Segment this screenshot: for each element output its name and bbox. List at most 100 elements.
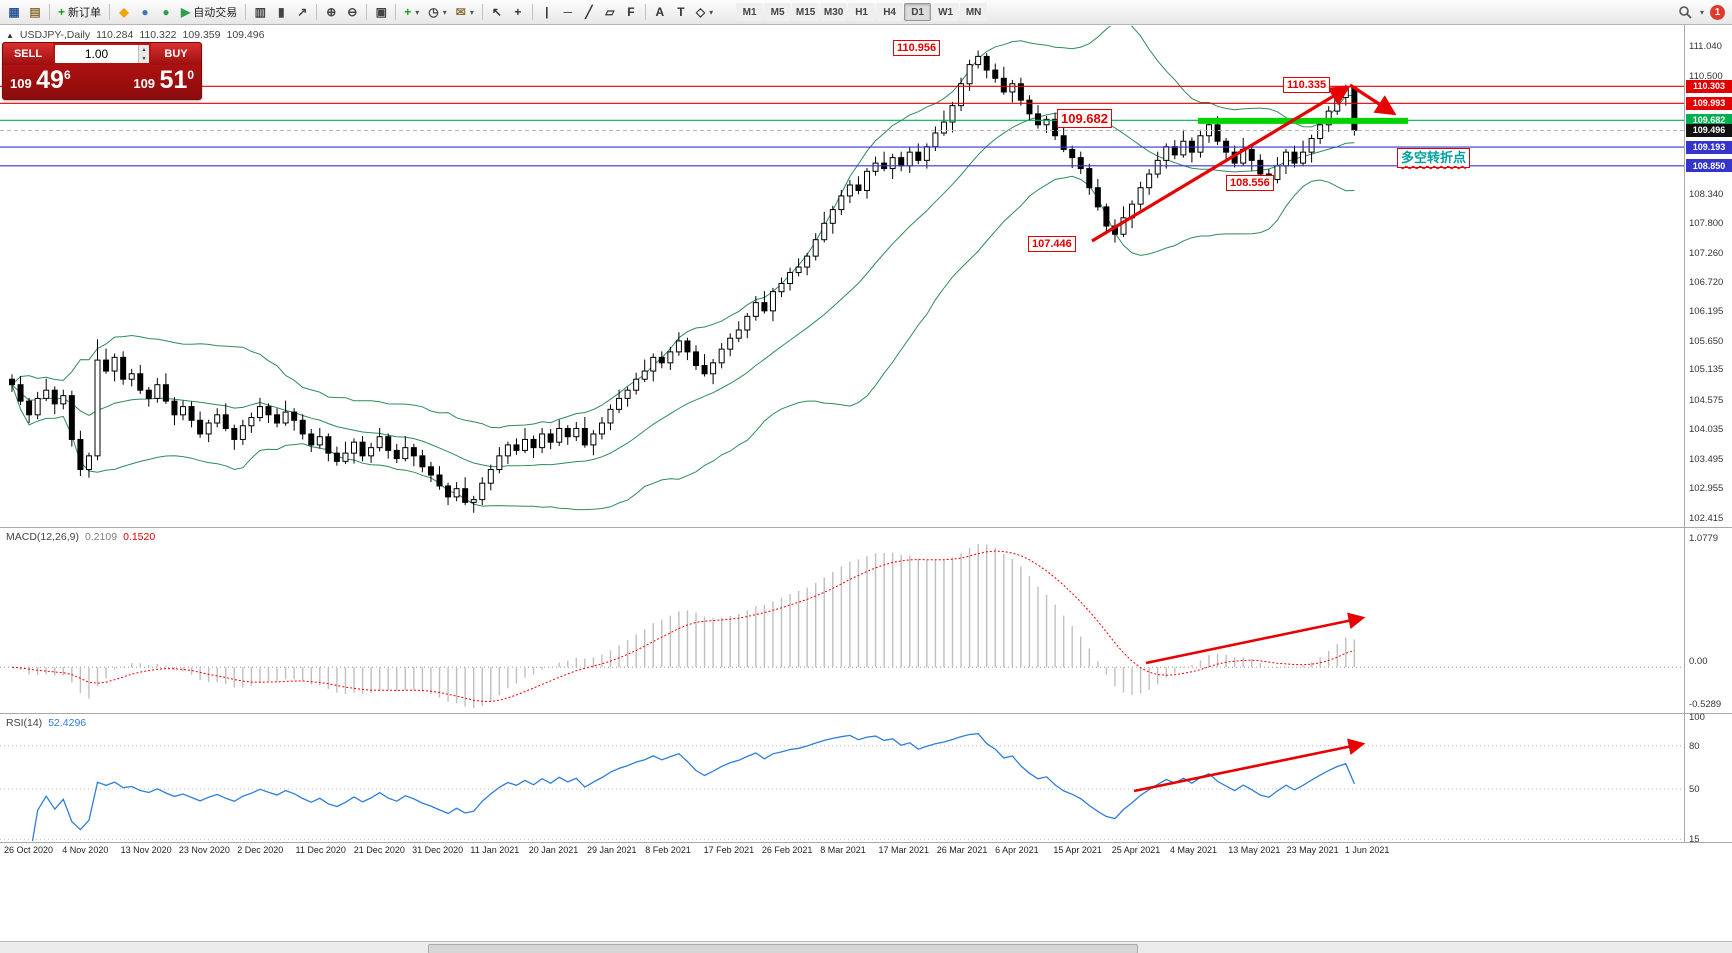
bar-chart-icon[interactable]: ▥ [250,2,270,22]
chat-icon[interactable]: ● [135,2,155,22]
new-chart-icon[interactable]: ▦ [4,2,24,22]
zoom-in-icon[interactable]: ⊕ [321,2,341,22]
panel-separator-rsi[interactable] [0,713,1732,714]
zoom-in-icon: ⊕ [326,5,337,19]
panel-separator-macd[interactable] [0,527,1732,528]
timeframe-group: M1 M5 M15 M30 H1 H4 D1 W1 MN [736,3,988,21]
time-axis-label: 25 Apr 2021 [1111,845,1161,855]
mql5-icon: ◆ [119,5,129,19]
time-axis-label: 11 Dec 2020 [295,845,346,855]
buy-button[interactable]: BUY [151,43,201,65]
ohlc-high: 110.322 [139,29,177,41]
volume-input[interactable] [55,45,138,63]
annotation-zone-label[interactable]: 多空转折点 [1397,148,1471,168]
timeframe-m1[interactable]: M1 [736,3,764,21]
periods-icon: ◷ [428,5,439,19]
fibonacci-icon[interactable]: F [621,2,641,22]
time-axis-label: 26 Oct 2020 [4,845,54,855]
tile-windows-icon[interactable]: ▣ [371,2,391,22]
time-axis-label: 29 Jan 2021 [587,845,637,855]
expander-icon[interactable]: ▲ [6,31,14,40]
time-axis-separator [0,842,1732,843]
annotation-price-box[interactable]: 110.956 [893,40,941,56]
text-icon[interactable]: A [650,2,670,22]
time-axis-label: 4 May 2021 [1170,845,1218,855]
timeframe-d1[interactable]: D1 [904,3,932,21]
time-axis-label: 26 Feb 2021 [761,845,813,855]
chevron-down-icon: ▾ [442,7,447,17]
time-axis-label: 8 Mar 2021 [820,845,866,855]
price-axis-label: 111.040 [1689,41,1722,52]
timeframe-h4[interactable]: H4 [876,3,904,21]
channel-icon[interactable]: ▱ [600,2,620,22]
h-scrollbar-thumb[interactable] [428,944,1138,953]
chevron-down-icon[interactable]: ▾ [1699,7,1704,17]
toolbar-separator [49,4,50,20]
indicators-icon[interactable]: + ▾ [400,2,423,22]
toolbar-separator [531,4,533,20]
annotation-price-box[interactable]: 110.335 [1283,77,1331,93]
timeframe-h1[interactable]: H1 [848,3,876,21]
symbol-period-label: USDJPY-,Daily [19,29,91,41]
time-axis-label: 26 Mar 2021 [936,845,988,855]
annotation-price-box[interactable]: 108.556 [1226,175,1274,191]
shapes-icon[interactable]: ◇ ▾ [692,2,717,22]
price-axis-separator [1684,24,1685,842]
candlestick-icon[interactable]: ▮ [271,2,291,22]
mql5-icon[interactable]: ◆ [114,2,134,22]
macd-header: MACD(12,26,9) 0.2109 0.1520 [6,531,161,543]
ask-price[interactable]: 109 510 [133,66,194,94]
rsi-axis-label: 100 [1689,712,1705,723]
timeframe-m15[interactable]: M15 [792,3,820,21]
ohlc-close: 109.496 [226,29,265,41]
chevron-down-icon: ▾ [415,7,420,17]
zoom-out-icon[interactable]: ⊖ [342,2,362,22]
chat-icon: ● [141,5,149,19]
profiles-icon[interactable]: ▤ [25,2,45,22]
timeframe-m30[interactable]: M30 [820,3,848,21]
price-axis-label: 102.955 [1689,483,1724,495]
time-axis-label: 6 Apr 2021 [995,845,1039,855]
annotation-price-box[interactable]: 109.682 [1057,109,1112,128]
annotation-price-box[interactable]: 107.446 [1028,236,1076,252]
price-axis-label: 104.035 [1689,424,1724,436]
volume-box: ▲ ▼ [55,45,149,63]
price-axis-label: 107.800 [1689,218,1724,230]
volume-down-button[interactable]: ▼ [138,54,149,63]
price-axis-label: 102.415 [1689,512,1724,524]
time-axis-label: 8 Feb 2021 [645,845,691,855]
hline-icon[interactable]: ─ [558,2,578,22]
timeframe-mn[interactable]: MN [960,3,988,21]
line-chart-icon[interactable]: ↗ [292,2,312,22]
market-icon: ● [162,5,170,19]
price-tag: 110.303 [1686,79,1732,93]
toolbar-separator [366,4,368,20]
cursor-icon[interactable]: ↖ [487,2,507,22]
autotrading-button[interactable]: ▶ 自动交易 [177,2,241,22]
trendline-icon[interactable]: ╱ [579,2,599,22]
volume-up-button[interactable]: ▲ [138,45,149,54]
time-axis-label: 21 Dec 2020 [353,845,405,855]
vline-icon[interactable]: | [537,2,557,22]
cursor-icon: ↖ [491,5,502,19]
time-axis-label: 4 Nov 2020 [62,845,109,855]
periods-icon[interactable]: ◷ ▾ [424,2,451,22]
zoom-out-icon: ⊖ [347,5,358,19]
market-icon[interactable]: ● [156,2,176,22]
timeframe-w1[interactable]: W1 [932,3,960,21]
templates-icon[interactable]: ✉ ▾ [452,2,478,22]
rsi-axis-label: 15 [1689,834,1700,846]
search-icon[interactable] [1678,5,1693,20]
notification-badge[interactable]: 1 [1710,4,1725,20]
label-icon[interactable]: T [671,2,691,22]
toolbar-separator [316,4,318,20]
crosshair-icon[interactable]: + [508,2,528,22]
bid-price[interactable]: 109 496 [10,66,71,94]
new-order-button[interactable]: + 新订单 [54,2,105,22]
timeframe-m5[interactable]: M5 [764,3,792,21]
sell-button[interactable]: SELL [3,43,53,65]
price-tag: 109.682 [1686,113,1732,127]
price-tag: 109.496 [1686,123,1732,137]
